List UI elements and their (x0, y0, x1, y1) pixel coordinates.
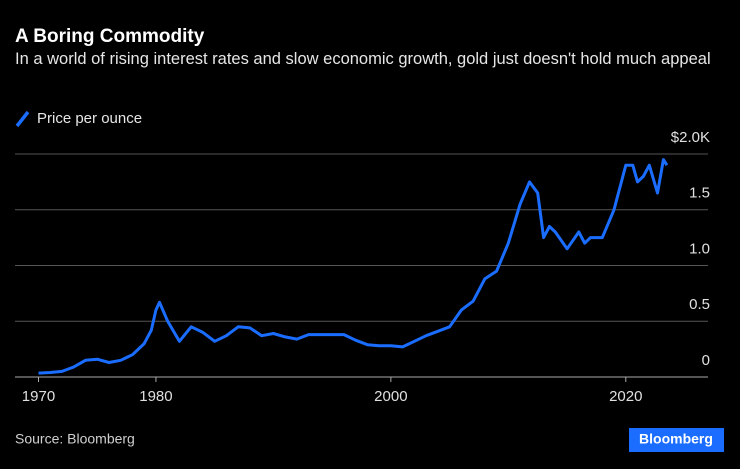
y-tick-label: 1.0 (689, 240, 710, 257)
y-tick-label: 0 (702, 352, 710, 369)
x-tick-label: 1980 (139, 388, 172, 405)
legend-label: Price per ounce (37, 110, 142, 127)
subtitle-box: In a world of rising interest rates and … (15, 50, 711, 68)
source: Source: Bloomberg (15, 431, 135, 447)
y-tick-label: 1.5 (689, 185, 710, 202)
brand-badge (629, 428, 724, 452)
legend-swatch (15, 110, 30, 128)
x-tick-label: 2020 (609, 388, 642, 405)
chart-subtitle: In a world of rising interest rates and … (15, 50, 711, 68)
chart-title: A Boring Commodity (15, 26, 205, 47)
x-tick-label: 1970 (22, 388, 55, 405)
x-tick-label: 2000 (374, 388, 407, 405)
y-tick-label: 0.5 (689, 296, 710, 313)
price-line (38, 158, 669, 375)
y-tick-label: $2.0K (671, 129, 710, 146)
brand: Bloomberg (639, 431, 713, 447)
